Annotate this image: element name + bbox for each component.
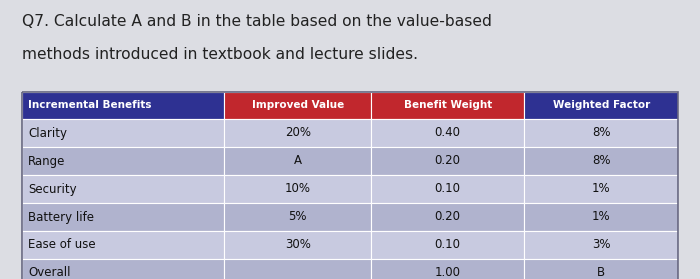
Text: Benefit Weight: Benefit Weight — [404, 100, 492, 110]
Text: 20%: 20% — [285, 126, 311, 140]
Text: Overall: Overall — [28, 266, 71, 279]
Text: 0.20: 0.20 — [435, 155, 461, 167]
Bar — [371, 231, 524, 259]
Text: Range: Range — [28, 155, 65, 167]
Bar — [225, 203, 371, 231]
Text: 30%: 30% — [285, 239, 311, 251]
Bar — [371, 203, 524, 231]
Text: methods introduced in textbook and lecture slides.: methods introduced in textbook and lectu… — [22, 47, 418, 62]
Bar — [524, 92, 678, 119]
Bar — [371, 259, 524, 279]
Bar — [524, 119, 678, 147]
Bar — [371, 175, 524, 203]
Bar — [524, 175, 678, 203]
Text: Weighted Factor: Weighted Factor — [552, 100, 650, 110]
Bar — [22, 92, 678, 279]
Bar — [22, 119, 225, 147]
Bar — [22, 92, 225, 119]
Text: 0.10: 0.10 — [435, 182, 461, 196]
Text: 8%: 8% — [592, 126, 610, 140]
Bar — [371, 119, 524, 147]
Bar — [524, 231, 678, 259]
Text: B: B — [597, 266, 606, 279]
Text: Ease of use: Ease of use — [28, 239, 96, 251]
Bar — [371, 92, 524, 119]
Bar — [22, 147, 225, 175]
Text: Clarity: Clarity — [28, 126, 67, 140]
Text: Q7. Calculate A and B in the table based on the value-based: Q7. Calculate A and B in the table based… — [22, 14, 492, 29]
Text: Security: Security — [28, 182, 76, 196]
Bar — [22, 259, 225, 279]
Bar — [524, 203, 678, 231]
Bar — [225, 175, 371, 203]
Bar — [225, 119, 371, 147]
Bar — [22, 175, 225, 203]
Bar — [225, 231, 371, 259]
Text: 1%: 1% — [592, 210, 610, 223]
Bar — [524, 259, 678, 279]
Text: 10%: 10% — [285, 182, 311, 196]
Bar — [225, 259, 371, 279]
Text: Improved Value: Improved Value — [251, 100, 344, 110]
Text: A: A — [294, 155, 302, 167]
Bar — [225, 147, 371, 175]
Bar — [371, 147, 524, 175]
Bar — [524, 147, 678, 175]
Text: Battery life: Battery life — [28, 210, 94, 223]
Text: 0.10: 0.10 — [435, 239, 461, 251]
Bar — [225, 92, 371, 119]
Text: 1.00: 1.00 — [435, 266, 461, 279]
Bar — [22, 203, 225, 231]
Bar — [22, 231, 225, 259]
Text: 0.40: 0.40 — [435, 126, 461, 140]
Text: 3%: 3% — [592, 239, 610, 251]
Text: 5%: 5% — [288, 210, 307, 223]
Text: Incremental Benefits: Incremental Benefits — [28, 100, 151, 110]
Text: 1%: 1% — [592, 182, 610, 196]
Text: 8%: 8% — [592, 155, 610, 167]
Text: 0.20: 0.20 — [435, 210, 461, 223]
